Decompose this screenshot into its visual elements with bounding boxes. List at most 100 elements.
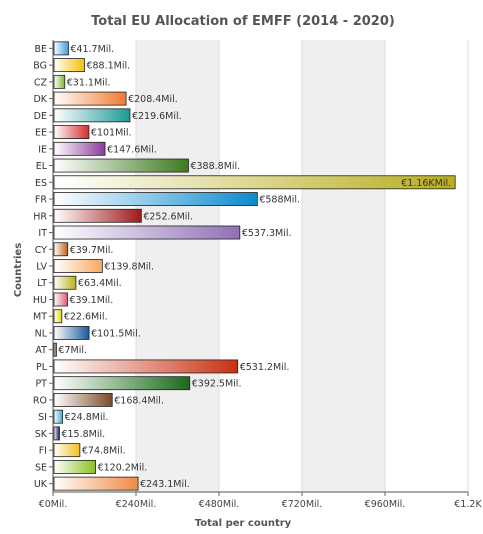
category-label: DK xyxy=(33,94,47,105)
grid-band xyxy=(302,40,385,492)
bar-at xyxy=(53,342,57,357)
data-label-uk: €243.1Mil. xyxy=(140,479,190,490)
bars xyxy=(53,41,456,491)
data-label-sk: €15.8Mil. xyxy=(61,429,105,440)
y-axis-title: Countries xyxy=(13,243,24,297)
data-label-pl: €531.2Mil. xyxy=(240,362,290,373)
category-label: EL xyxy=(36,161,48,172)
bar-ro xyxy=(53,392,113,407)
grid-band xyxy=(219,40,302,492)
data-label-cz: €31.1Mil. xyxy=(67,77,111,88)
data-label-se: €120.2Mil. xyxy=(98,462,148,473)
grid-band xyxy=(385,40,468,492)
data-label-bg: €88.1Mil. xyxy=(86,61,130,72)
bar-be xyxy=(53,41,69,56)
category-label: FR xyxy=(35,195,47,206)
grid-band xyxy=(136,40,219,492)
data-label-be: €41.7Mil. xyxy=(70,44,114,55)
bar-nl xyxy=(53,326,90,340)
category-label: CZ xyxy=(34,77,48,88)
bar-hu xyxy=(53,292,68,307)
category-label: FI xyxy=(39,446,47,457)
x-tick-label: €960Mil. xyxy=(365,499,406,510)
category-label: NL xyxy=(35,328,48,339)
data-label-hu: €39.1Mil. xyxy=(70,295,114,306)
category-label: HR xyxy=(33,211,47,222)
category-label: BG xyxy=(33,61,47,72)
bar-se xyxy=(53,459,96,474)
data-label-el: €388.8Mil. xyxy=(190,161,240,172)
bar-de xyxy=(53,108,131,123)
data-label-lv: €139.8Mil. xyxy=(104,262,154,273)
bar-es xyxy=(53,175,456,190)
bar-mt xyxy=(53,309,63,324)
bar-si xyxy=(53,409,63,424)
chart-title: Total EU Allocation of EMFF (2014 - 2020… xyxy=(91,14,395,29)
data-label-hr: €252.6Mil. xyxy=(143,211,193,222)
category-label: DE xyxy=(34,111,47,122)
bar-sk xyxy=(53,426,60,441)
bar-it xyxy=(53,225,241,240)
category-label: IE xyxy=(38,144,47,155)
category-label: CY xyxy=(35,245,47,256)
category-label: UK xyxy=(34,479,48,490)
bar-fr xyxy=(53,192,258,206)
data-label-ro: €168.4Mil. xyxy=(114,395,164,406)
data-label-si: €24.8Mil. xyxy=(65,412,109,423)
x-tick-label: €480Mil. xyxy=(199,499,240,510)
data-label-es: €1.16KMil. xyxy=(401,178,451,189)
category-label: LT xyxy=(37,278,47,289)
category-label: AT xyxy=(35,345,47,356)
bar-cy xyxy=(53,242,69,257)
x-tick-label: €1.2K xyxy=(454,499,482,510)
category-label: SE xyxy=(35,462,47,473)
category-label: SK xyxy=(35,429,48,440)
data-label-mt: €22.6Mil. xyxy=(64,312,108,323)
bar-lv xyxy=(53,259,103,273)
category-label: BE xyxy=(34,44,47,55)
category-label: LV xyxy=(36,262,47,273)
bar-cz xyxy=(53,74,66,89)
data-label-dk: €208.4Mil. xyxy=(128,94,178,105)
category-label: HU xyxy=(33,295,47,306)
bar-el xyxy=(53,158,189,173)
category-label: IT xyxy=(38,228,47,239)
data-label-nl: €101.5Mil. xyxy=(91,328,141,339)
x-axis-title: Total per country xyxy=(195,518,292,529)
data-label-ie: €147.6Mil. xyxy=(107,144,157,155)
category-label: PT xyxy=(35,379,47,390)
data-labels: €41.7Mil. €88.1Mil. €31.1Mil. €208.4Mil. €21… xyxy=(58,44,451,490)
y-axis: BE BG CZ DK DE EE IE EL ES FR HR IT CY LV LT HU MT NL AT PL… xyxy=(33,40,54,492)
data-label-pt: €392.5Mil. xyxy=(192,379,242,390)
bar-pt xyxy=(53,376,191,391)
data-label-fr: €588Mil. xyxy=(259,195,300,206)
category-label: PL xyxy=(36,362,48,373)
data-label-it: €537.3Mil. xyxy=(242,228,292,239)
bar-lt xyxy=(53,275,77,290)
bar-dk xyxy=(53,91,127,106)
data-label-fi: €74.8Mil. xyxy=(82,446,126,457)
data-label-ee: €101Mil. xyxy=(91,128,132,139)
category-label: SI xyxy=(38,412,47,423)
data-label-cy: €39.7Mil. xyxy=(70,245,114,256)
category-label: EE xyxy=(35,128,47,139)
data-label-lt: €63.4Mil. xyxy=(78,278,122,289)
bar-ee xyxy=(53,125,90,140)
bar-pl xyxy=(53,359,239,374)
x-tick-label: €240Mil. xyxy=(116,499,157,510)
bar-bg xyxy=(53,58,85,73)
data-label-at: €7Mil. xyxy=(58,345,87,356)
bar-fi xyxy=(53,443,81,458)
data-label-de: €219.6Mil. xyxy=(132,111,182,122)
category-label: ES xyxy=(35,178,47,189)
x-tick-label: €0Mil. xyxy=(39,499,68,510)
x-tick-label: €720Mil. xyxy=(282,499,323,510)
bar-ie xyxy=(53,141,106,156)
bar-uk xyxy=(53,476,139,491)
x-axis: €0Mil. €240Mil. €480Mil. €720Mil. €960Mil. €1… xyxy=(39,40,482,510)
bar-hr xyxy=(53,208,142,223)
category-label: RO xyxy=(33,395,47,406)
grid-bands xyxy=(53,40,468,492)
category-label: MT xyxy=(33,312,47,323)
